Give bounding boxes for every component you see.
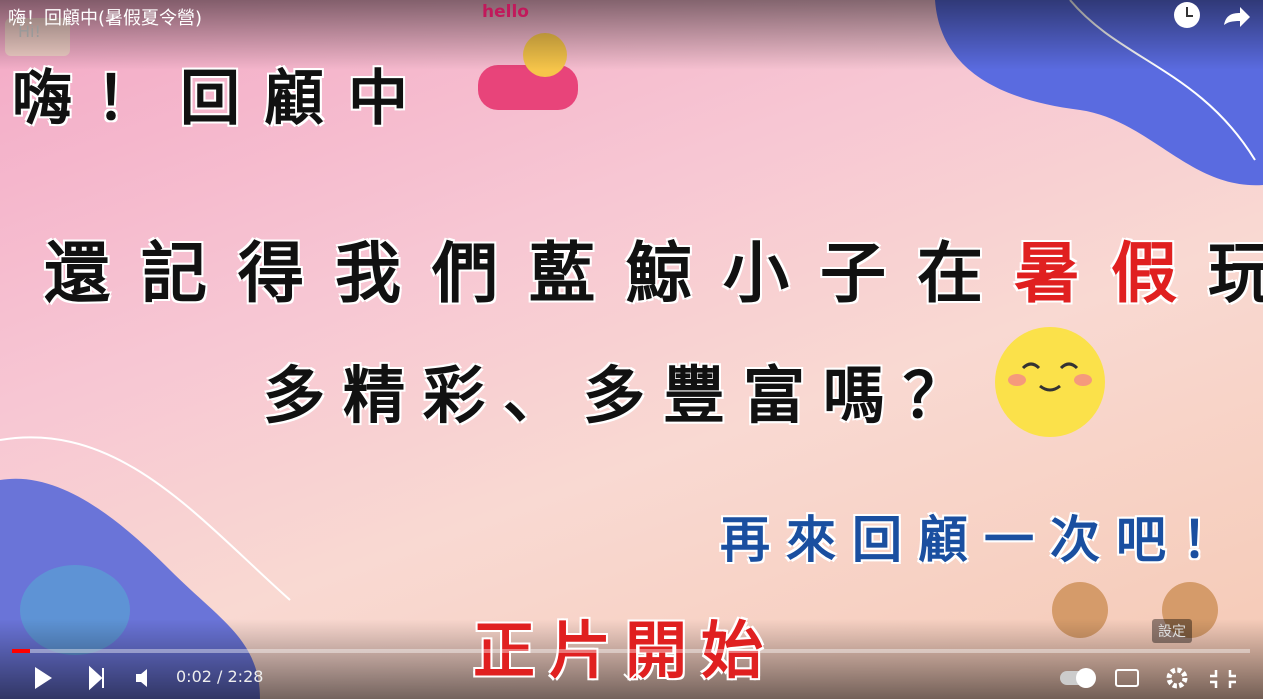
cheek (1008, 374, 1026, 386)
time: 0:02 / 2:28 (176, 667, 264, 686)
prompt: 再來回顧一次吧！ (720, 511, 1248, 569)
badge: Hi! (18, 22, 41, 41)
highlight: 暑假 (1014, 235, 1208, 312)
tooltip: 設定 (1152, 619, 1192, 643)
curve (1069, 0, 1256, 161)
face (1021, 362, 1079, 392)
badge-bg (5, 18, 70, 56)
text: 玩得 (1208, 235, 1263, 312)
text: 還記得我們藍鯨小子在 (44, 235, 1014, 312)
shade (0, 0, 1263, 70)
smiley (995, 327, 1105, 437)
curve (0, 436, 291, 601)
progress-fill (12, 649, 30, 653)
cheek (1074, 374, 1092, 386)
blob (935, 0, 1263, 186)
person (523, 33, 567, 77)
shade (0, 619, 1263, 699)
progress-track[interactable] (12, 649, 1250, 653)
hello: hello (482, 2, 529, 22)
heading: 嗨！回顧中 (12, 64, 432, 134)
start-text: 正片開始 (473, 614, 778, 687)
person (478, 65, 578, 110)
video-title[interactable]: 嗨！回顧中(暑假夏令營) (8, 8, 203, 29)
main-line: 還記得我們藍鯨小子在暑假玩得 (44, 220, 1263, 316)
main-line: 多精彩、多豐富嗎？ (263, 359, 984, 432)
